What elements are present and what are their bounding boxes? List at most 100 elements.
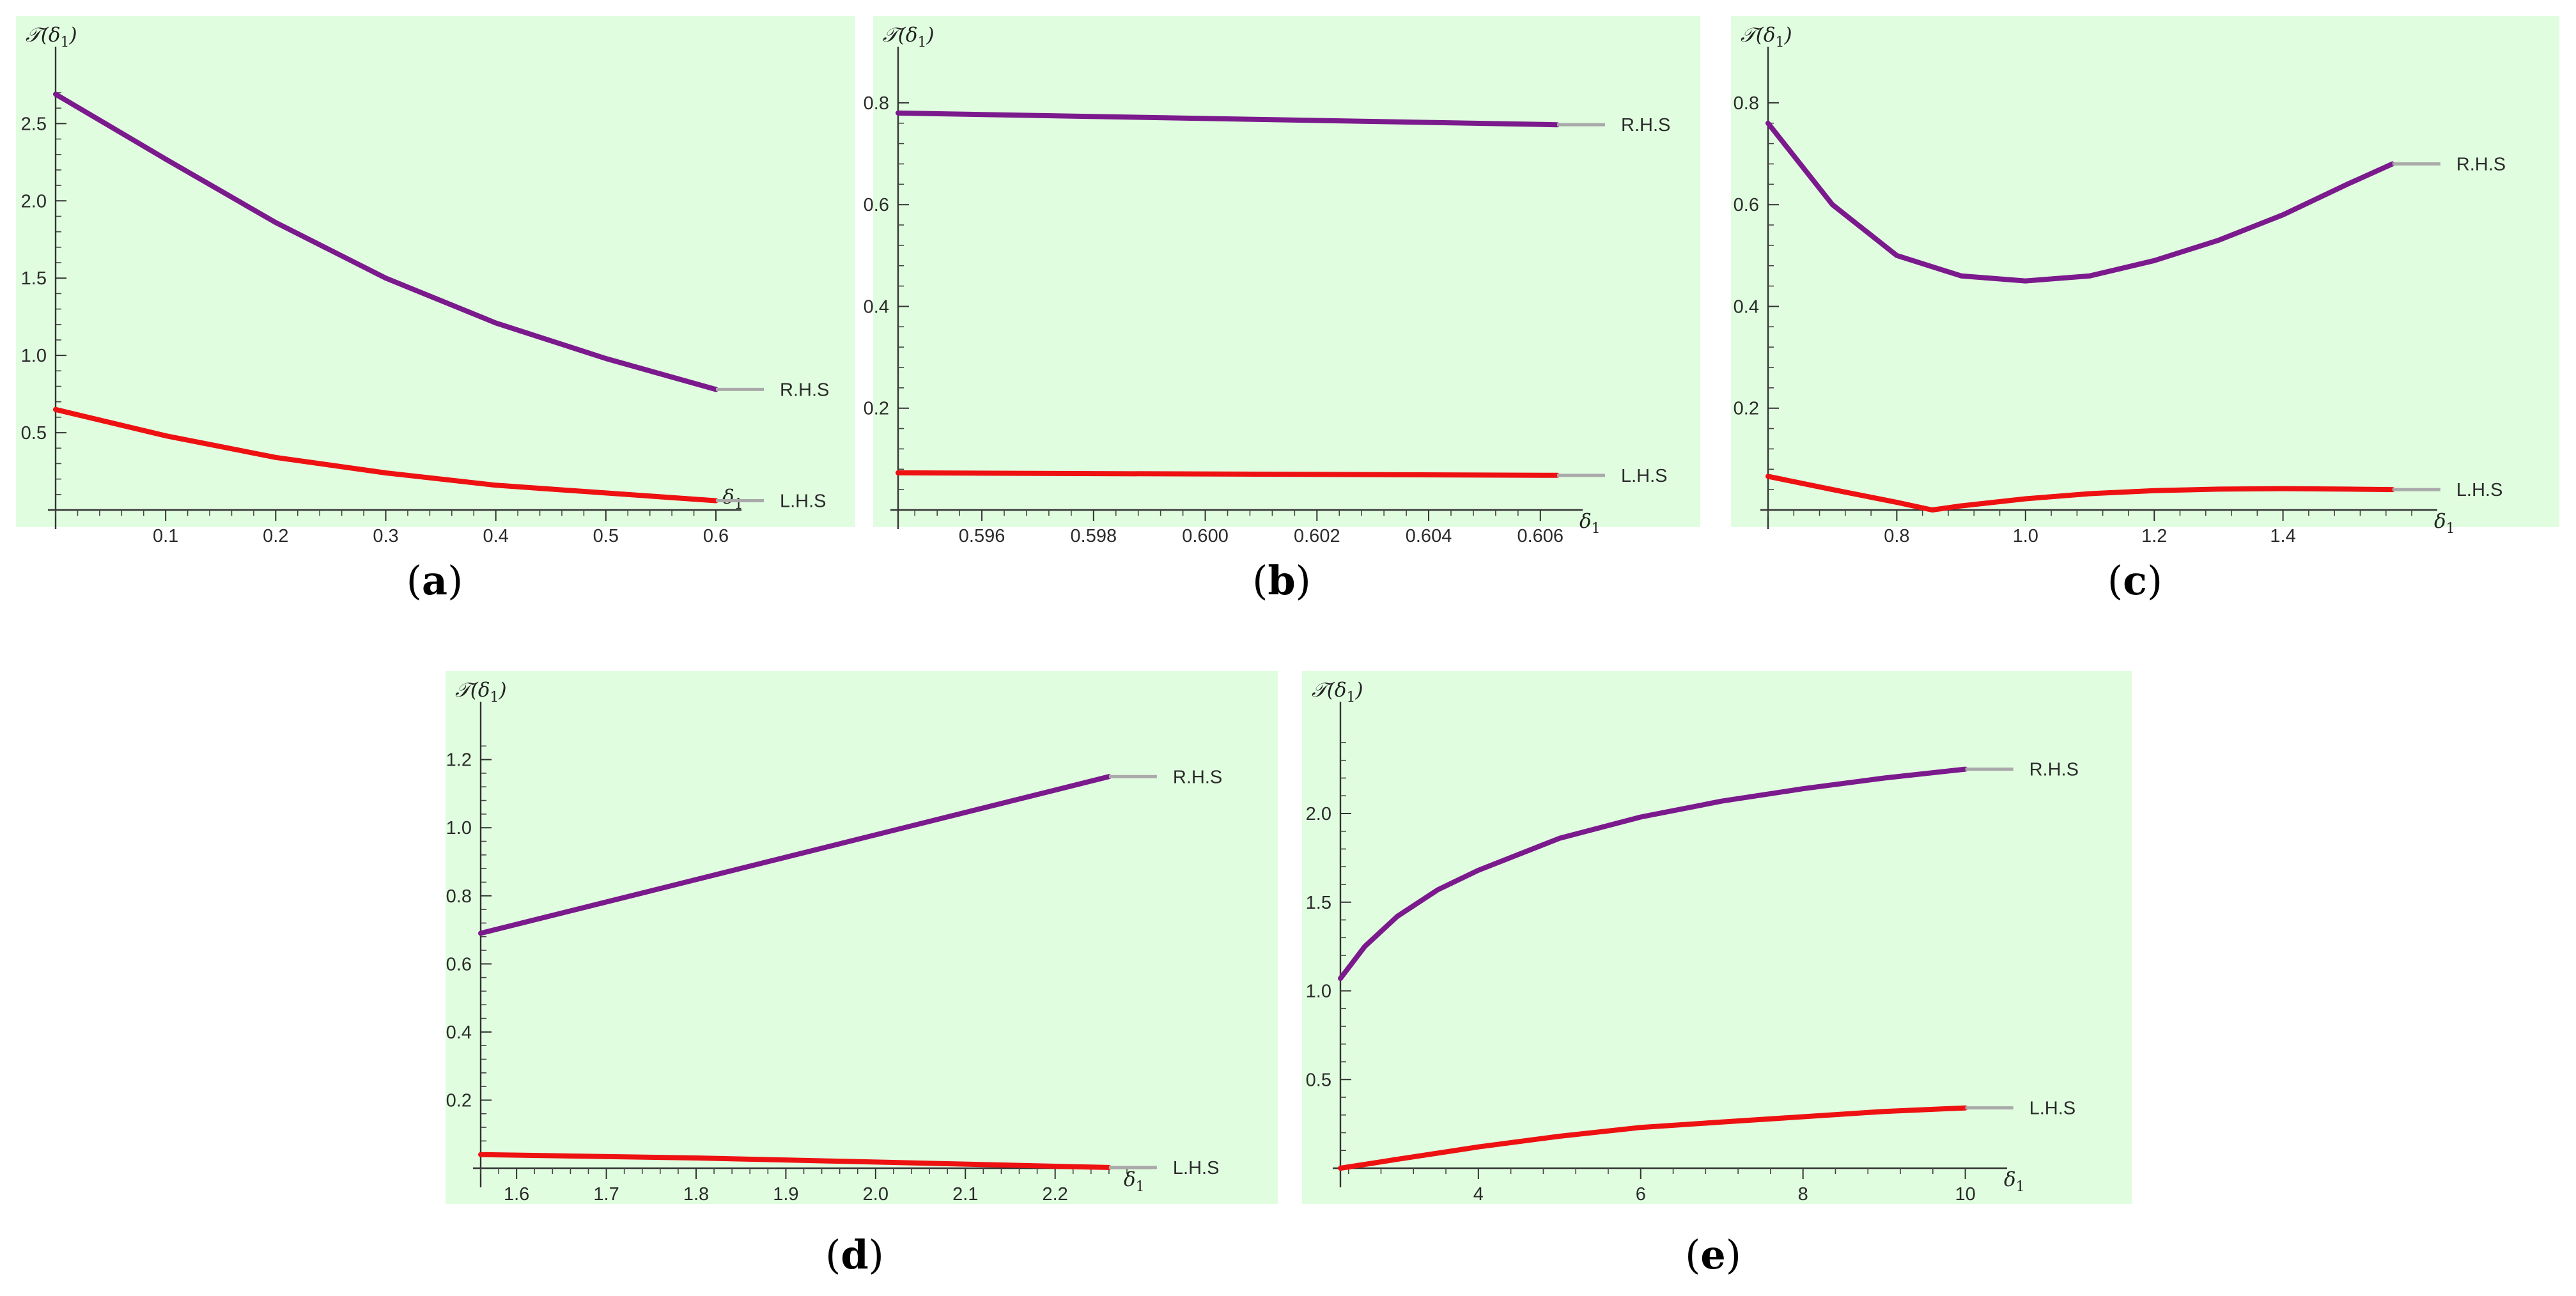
y-tick-label: 0.2 — [446, 1090, 472, 1111]
y-tick-label: 1.5 — [1306, 893, 1331, 913]
series-line-rhs — [478, 774, 1112, 936]
y-tick-label: 0.6 — [864, 195, 889, 215]
panel-d: 1.6 1.7 1.8 1.9 2.0 2.1 2.2 0.2 0.4 0.6 0.8 1.0 1.2 𝒯… — [446, 671, 1278, 1278]
y-tick-label: 0.6 — [446, 954, 472, 975]
series-line-lhs — [478, 1152, 1112, 1170]
x-axis-title-sub: 1 — [1592, 521, 1601, 537]
y-axis-title-sub: 1 — [918, 35, 927, 50]
y-axis-title-end: ) — [69, 24, 77, 47]
y-tick-label: 2.0 — [1306, 804, 1331, 824]
x-axis-title: δ1 — [1124, 1168, 1145, 1195]
x-axis-title-main: δ — [2004, 1168, 2016, 1191]
y-tick-label: 2.5 — [21, 114, 47, 134]
y-tick-label: 2.0 — [21, 191, 47, 212]
x-tick-label: 2.0 — [863, 1184, 888, 1205]
legend-label: R.H.S — [2456, 154, 2506, 174]
legend-label: R.H.S — [1173, 767, 1222, 787]
x-tick-label: 0.600 — [1182, 526, 1229, 546]
panel-a: 0.1 0.2 0.3 0.4 0.5 0.60.51.01.52.02.5𝒯(δ1)δ1… — [16, 16, 855, 604]
y-tick-label: 0.4 — [864, 297, 889, 317]
plot-background — [16, 16, 855, 527]
y-axis-title: 𝒯(δ1) — [883, 24, 935, 50]
y-tick-label: 1.0 — [21, 346, 47, 366]
plot-background — [446, 671, 1278, 1204]
y-tick-label: 0.8 — [864, 93, 889, 114]
y-tick-label: 0.8 — [446, 886, 472, 907]
y-axis-title-sub: 1 — [1776, 35, 1785, 50]
legend-label: L.H.S — [780, 491, 826, 511]
x-tick-label: 6 — [1636, 1184, 1646, 1205]
y-tick-label: 1.0 — [1306, 982, 1331, 1002]
x-axis-title-main: δ — [722, 486, 734, 509]
y-axis-title-main: 𝒯(δ — [26, 24, 61, 47]
y-tick-label: 0.5 — [1306, 1070, 1331, 1090]
y-axis-title-end: ) — [1784, 24, 1792, 47]
legend-label: R.H.S — [780, 380, 829, 400]
x-tick-label: 8 — [1798, 1184, 1808, 1205]
series-line-rhs — [53, 91, 718, 392]
x-axis-title: δ1 — [1579, 510, 1601, 537]
x-tick-label: 10 — [1955, 1184, 1975, 1205]
y-tick-label: 0.4 — [1734, 297, 1759, 317]
panel-caption: (d) — [825, 1231, 884, 1278]
y-axis-title: 𝒯(δ1) — [1741, 24, 1792, 50]
legend-label: L.H.S — [2029, 1099, 2076, 1119]
legend-label: L.H.S — [1621, 466, 1668, 486]
x-tick-label: 1.8 — [683, 1184, 709, 1205]
panel-caption: (e) — [1685, 1231, 1741, 1278]
panel-c: 0.8 1.0 1.2 1.40.20.40.60.8𝒯(δ1)δ1R.H.SL.H.… — [1731, 16, 2559, 604]
legend-label: L.H.S — [1173, 1158, 1220, 1178]
x-tick-label: 0.4 — [483, 526, 509, 546]
x-axis-title-sub: 1 — [2016, 1179, 2025, 1195]
series-line-lhs — [53, 406, 718, 504]
x-tick-label: 0.596 — [959, 526, 1005, 546]
y-axis-title-main: 𝒯(δ — [883, 24, 918, 47]
y-tick-label: 1.5 — [21, 268, 47, 289]
y-axis-title-end: ) — [1355, 679, 1363, 702]
y-axis-title-main: 𝒯(δ — [1741, 24, 1776, 47]
y-tick-label: 0.5 — [21, 423, 47, 444]
legend-label: L.H.S — [2456, 480, 2503, 500]
x-tick-label: 2.1 — [952, 1184, 978, 1205]
y-tick-label: 1.0 — [446, 818, 472, 838]
y-axis-title-end: ) — [926, 24, 935, 47]
x-tick-label: 1.6 — [504, 1184, 529, 1205]
plot-background — [1731, 16, 2559, 527]
y-tick-label: 0.2 — [1734, 399, 1759, 419]
x-tick-label: 1.7 — [593, 1184, 619, 1205]
panel-caption: (a) — [407, 557, 463, 604]
x-axis-title-main: δ — [1579, 510, 1592, 533]
y-tick-label: 1.2 — [446, 750, 472, 771]
y-tick-label: 0.8 — [1734, 93, 1759, 114]
x-tick-label: 0.598 — [1071, 526, 1117, 546]
panel-caption: (b) — [1252, 557, 1311, 604]
x-axis-title: δ1 — [2004, 1168, 2025, 1195]
series-line-rhs — [1765, 120, 2395, 284]
x-axis-title-sub: 1 — [734, 497, 743, 513]
y-axis-title-main: 𝒯(δ — [455, 679, 490, 702]
legend-label: R.H.S — [1621, 115, 1670, 135]
plot-background — [873, 16, 1700, 527]
y-axis-title: 𝒯(δ1) — [1312, 679, 1363, 706]
panel-e: 4 6 8 100.51.01.52.0𝒯(δ1)δ1R.H.SL.H.S(e) — [1302, 671, 2132, 1278]
y-axis-title-sub: 1 — [1347, 690, 1356, 706]
x-tick-label: 2.2 — [1043, 1184, 1068, 1205]
x-tick-label: 0.8 — [1884, 526, 1909, 546]
series-line-rhs — [896, 110, 1560, 128]
x-tick-label: 0.606 — [1517, 526, 1563, 546]
series-line-lhs — [896, 470, 1560, 478]
panel-b: 0.596 0.598 0.600 0.602 0.604 0.606 0.2 0.4 0.6 0… — [864, 16, 1700, 604]
x-tick-label: 1.2 — [2141, 526, 2167, 546]
series-line-lhs — [1338, 1105, 1968, 1171]
x-tick-label: 0.5 — [593, 526, 619, 546]
plot-background — [1302, 671, 2132, 1204]
x-tick-label: 0.602 — [1294, 526, 1340, 546]
series-line-rhs — [1338, 766, 1968, 982]
y-axis-title: 𝒯(δ1) — [26, 24, 77, 50]
x-tick-label: 0.1 — [153, 526, 178, 546]
x-tick-label: 0.2 — [263, 526, 288, 546]
legend-label: R.H.S — [2029, 760, 2079, 780]
x-axis-title-main: δ — [1124, 1168, 1136, 1191]
x-tick-label: 0.6 — [703, 526, 729, 546]
